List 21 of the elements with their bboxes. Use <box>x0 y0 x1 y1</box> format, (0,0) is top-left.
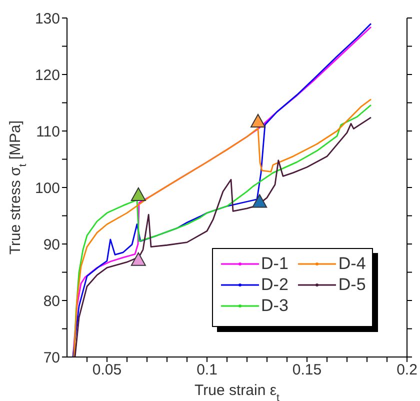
x-tick-label: 0.2 <box>396 362 418 379</box>
x-axis-title: True strain ε$_{t}$ <box>194 382 280 401</box>
legend-label: D-4 <box>338 253 366 274</box>
y-tick-label: 110 <box>36 123 60 140</box>
y-tick-label: 80 <box>43 292 60 310</box>
y-tick-label: 100 <box>34 180 60 197</box>
legend-label: D-3 <box>261 295 288 316</box>
legend-label: D-5 <box>338 274 366 295</box>
y-tick-label: 70 <box>43 349 60 366</box>
x-tick-label: 0.15 <box>292 362 322 379</box>
x-tick-label: 0.05 <box>92 362 122 379</box>
y-tick-label: 130 <box>34 10 60 28</box>
legend-label: D-1 <box>261 253 288 274</box>
point <box>250 114 266 128</box>
x-tick-label: 0.1 <box>196 362 218 379</box>
point <box>130 187 146 201</box>
point <box>130 252 146 266</box>
legend-label: D-2 <box>261 274 288 295</box>
point <box>252 194 268 208</box>
y-tick-label: 90 <box>43 236 60 254</box>
y-tick-label: 120 <box>34 66 60 84</box>
